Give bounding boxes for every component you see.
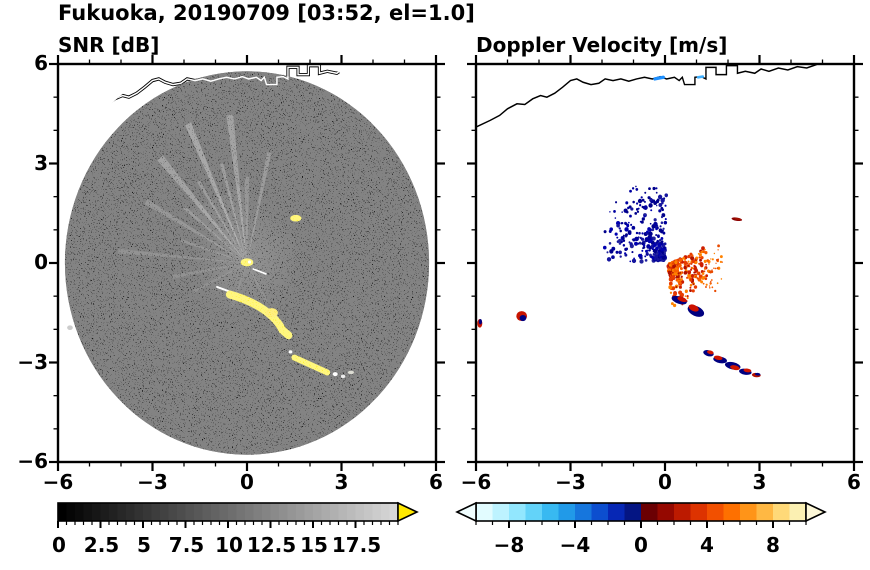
underflow-arrow xyxy=(455,501,477,523)
axis-frame xyxy=(467,55,863,471)
snr-colorbar xyxy=(57,501,419,528)
doppler-cbar-tick-label: 8 xyxy=(766,533,780,557)
snr-plot-content xyxy=(58,64,430,455)
snr-x-tick-label: 3 xyxy=(334,470,349,494)
snr-colorbar-body xyxy=(57,501,419,528)
coastline-doppler xyxy=(476,64,819,128)
snr-x-tick-label: 0 xyxy=(240,470,254,494)
doppler-x-tick-label: 6 xyxy=(847,470,861,494)
snr-panel-title: SNR [dB] xyxy=(58,33,160,57)
overflow-arrow xyxy=(805,501,827,523)
snr-cbar-tick-label: 17.5 xyxy=(331,533,382,557)
snr-y-tick-label: 6 xyxy=(34,51,48,75)
coast-velocity-mark xyxy=(696,75,705,79)
snr-cbar-tick-label: 10 xyxy=(215,533,243,557)
velocity-fan-positive xyxy=(666,246,711,308)
snr-cbar-tick-label: 12.5 xyxy=(246,533,297,557)
figure-title: Fukuoka, 20190709 [03:52, el=1.0] xyxy=(58,1,475,25)
doppler-x-tick-label: 3 xyxy=(752,470,767,494)
doppler-panel-title: Doppler Velocity [m/s] xyxy=(476,33,728,57)
snr-cbar-tick-label: 15 xyxy=(300,533,328,557)
doppler-plot-content xyxy=(476,64,819,378)
snr-x-tick-label: −6 xyxy=(42,470,74,494)
snr-y-tick-label: −3 xyxy=(17,349,48,374)
doppler-cbar-tick-label: 4 xyxy=(700,533,714,557)
snr-plot xyxy=(49,55,445,471)
doppler-colorbar xyxy=(455,501,827,528)
snr-cbar-tick-label: 2.5 xyxy=(83,533,120,557)
snr-cbar-tick-label: 0 xyxy=(52,533,66,557)
doppler-cbar-tick-label: −4 xyxy=(559,533,591,557)
axis-frame xyxy=(49,55,445,471)
velocity-fan-negative xyxy=(602,193,669,264)
doppler-x-tick-label: −3 xyxy=(555,470,586,494)
doppler-colorbar-body xyxy=(455,501,827,528)
noise-speckle xyxy=(64,71,430,455)
coast-velocity-mark xyxy=(653,75,665,81)
velocity-fan-positive-outer xyxy=(694,244,723,293)
doppler-cbar-tick-label: 0 xyxy=(634,533,648,557)
snr-x-tick-label: −3 xyxy=(137,470,168,494)
snr-y-tick-label: −6 xyxy=(17,449,48,473)
snr-cbar-tick-label: 7.5 xyxy=(168,533,205,557)
snr-y-tick-label: 3 xyxy=(34,150,48,175)
doppler-plot xyxy=(467,55,863,471)
snr-y-tick-label: 0 xyxy=(34,250,48,274)
echo-blobs xyxy=(477,217,761,378)
doppler-cbar-tick-label: −8 xyxy=(493,533,525,557)
velocity-fan-negative-outer xyxy=(603,185,660,239)
doppler-x-tick-label: −6 xyxy=(460,470,492,494)
doppler-x-tick-label: 0 xyxy=(658,470,672,494)
snr-cbar-tick-label: 5 xyxy=(137,533,151,557)
snr-x-tick-label: 6 xyxy=(429,470,443,494)
overflow-arrow xyxy=(397,501,419,523)
